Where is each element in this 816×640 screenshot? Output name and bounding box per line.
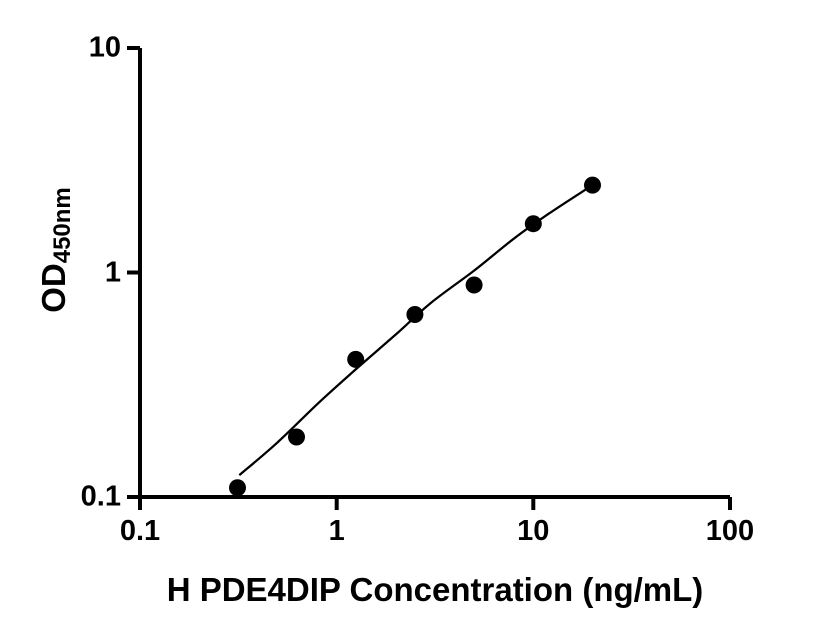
data-point [229, 479, 246, 497]
x-axis-title: H PDE4DIP Concentration (ng/mL) [166, 571, 704, 608]
y-tick-label: 0.1 [80, 480, 121, 513]
y-axis-title-main: OD [35, 263, 72, 313]
data-point [347, 350, 365, 368]
x-tick-label: 0.1 [119, 515, 161, 547]
axis-spines [138, 48, 730, 499]
x-tick-label: 100 [705, 515, 755, 547]
data-point [524, 215, 542, 233]
y-tick-label: 1 [104, 256, 121, 288]
y-axis-title-sub: 450nm [49, 187, 76, 264]
x-tick-label: 10 [517, 515, 550, 547]
x-tick-label: 1 [328, 515, 345, 547]
data-point [288, 428, 305, 446]
data-point [406, 306, 424, 323]
y-axis-title: OD450nm [35, 187, 76, 313]
y-tick-label: 10 [88, 31, 121, 64]
data-point [465, 276, 483, 294]
data-point [584, 176, 601, 194]
